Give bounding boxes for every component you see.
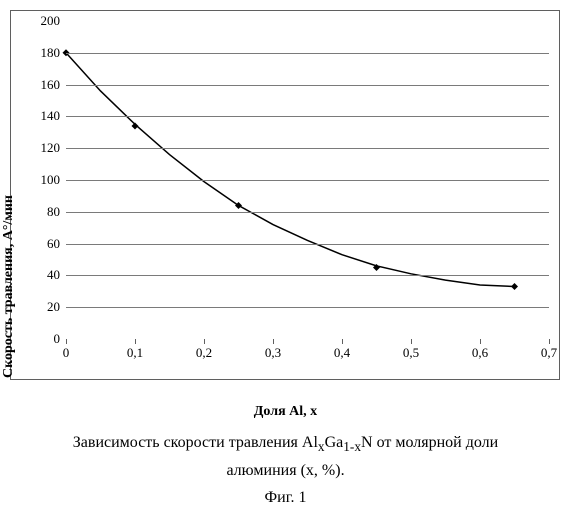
gridline-h [66,212,549,213]
ytick-label: 60 [47,236,60,252]
caption-part2: Ga [325,434,344,451]
plot-area: 02040608010012014016018020000,10,20,30,4… [66,21,549,339]
x-axis-label: Доля Al, x [10,404,561,420]
xtick-mark [66,339,67,344]
xtick-mark [342,339,343,344]
caption-line2: алюминия (x, %). [226,462,344,479]
gridline-h [66,53,549,54]
gridline-h [66,275,549,276]
ytick-label: 200 [41,13,61,29]
xtick-label: 0,1 [127,345,143,361]
xtick-mark [480,339,481,344]
ytick-label: 100 [41,172,61,188]
gridline-h [66,307,549,308]
gridline-h [66,244,549,245]
ytick-label: 180 [41,45,61,61]
caption: Зависимость скорости травления AlxGa1-xN… [10,430,561,483]
caption-part3: N от молярной доли [361,434,498,451]
xtick-label: 0,6 [472,345,488,361]
gridline-h [66,116,549,117]
data-marker [132,122,139,129]
ytick-label: 120 [41,140,61,156]
ytick-label: 80 [47,204,60,220]
xtick-mark [204,339,205,344]
y-axis-label: Скорость травления, A°/мин [1,195,17,378]
xtick-label: 0,5 [403,345,419,361]
caption-sub1: x [318,439,325,454]
ytick-label: 140 [41,108,61,124]
ytick-label: 20 [47,299,60,315]
caption-sub2: 1-x [343,439,361,454]
xtick-mark [549,339,550,344]
ytick-label: 0 [54,331,61,347]
chart-container: Скорость травления, A°/мин 0204060801001… [10,10,560,380]
xtick-mark [411,339,412,344]
xtick-label: 0,4 [334,345,350,361]
xtick-mark [273,339,274,344]
gridline-h [66,148,549,149]
gridline-h [66,85,549,86]
series-line [66,53,515,287]
caption-part1: Зависимость скорости травления Al [73,434,318,451]
xtick-label: 0,3 [265,345,281,361]
data-marker [511,283,518,290]
xtick-label: 0,2 [196,345,212,361]
xtick-label: 0,7 [541,345,557,361]
xtick-label: 0 [63,345,70,361]
xtick-mark [135,339,136,344]
ytick-label: 40 [47,267,60,283]
gridline-h [66,180,549,181]
figure-label: Фиг. 1 [10,489,561,507]
ytick-label: 160 [41,77,61,93]
page-root: Скорость травления, A°/мин 0204060801001… [0,0,571,500]
